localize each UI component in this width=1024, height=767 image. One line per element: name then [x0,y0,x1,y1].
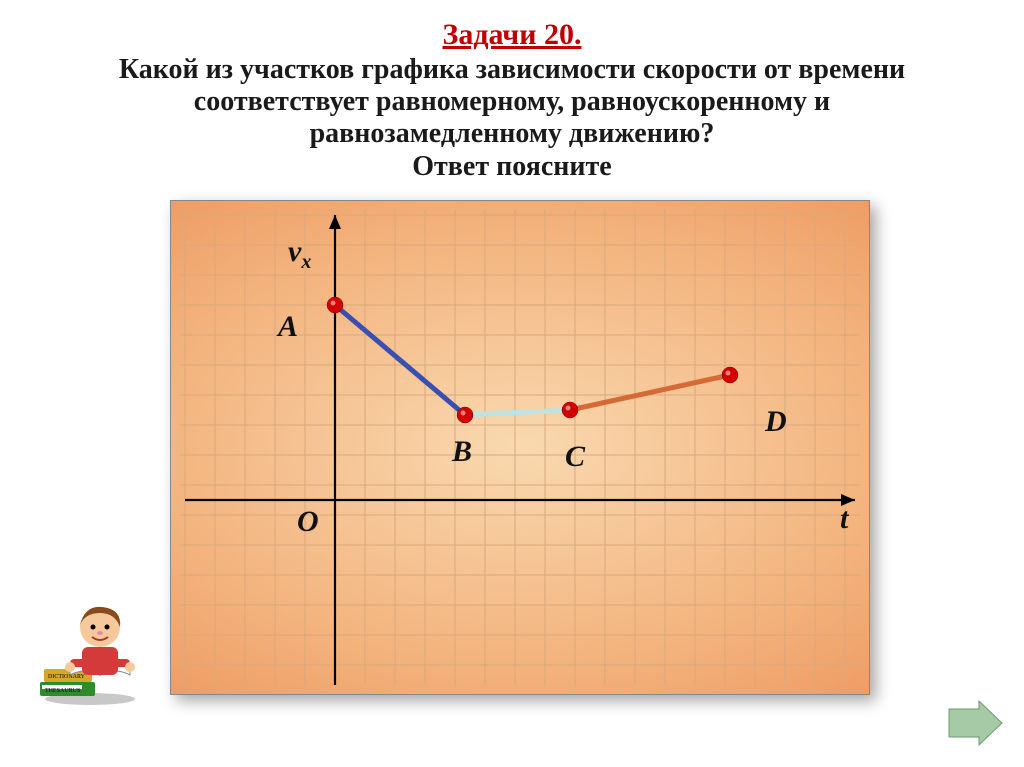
svg-text:DICTIONARY: DICTIONARY [48,674,86,680]
chart-label-O: O [297,505,319,539]
page-title: Задачи 20. [0,0,1024,52]
velocity-time-chart: vx t O A B C D [170,200,870,695]
question-line: соответствует равномерному, равноускорен… [30,86,994,118]
student-reading-illustration: THESAURUS DICTIONARY [30,587,160,707]
chart-label-A: A [278,310,298,344]
chart-label-D: D [765,405,787,439]
question-line: Какой из участков графика зависимости ск… [30,54,994,86]
next-slide-button[interactable] [944,699,1004,747]
chart-label-t: t [840,502,848,536]
chart-label-B: B [452,435,472,469]
question-text: Какой из участков графика зависимости ск… [0,52,1024,183]
svg-text:THESAURUS: THESAURUS [45,688,80,694]
question-line: равнозамедленному движению? [30,118,994,150]
chart-label-C: C [565,440,585,474]
question-line: Ответ поясните [30,151,994,183]
chart-label-vx: vx [288,235,311,274]
chart-svg [170,200,870,695]
